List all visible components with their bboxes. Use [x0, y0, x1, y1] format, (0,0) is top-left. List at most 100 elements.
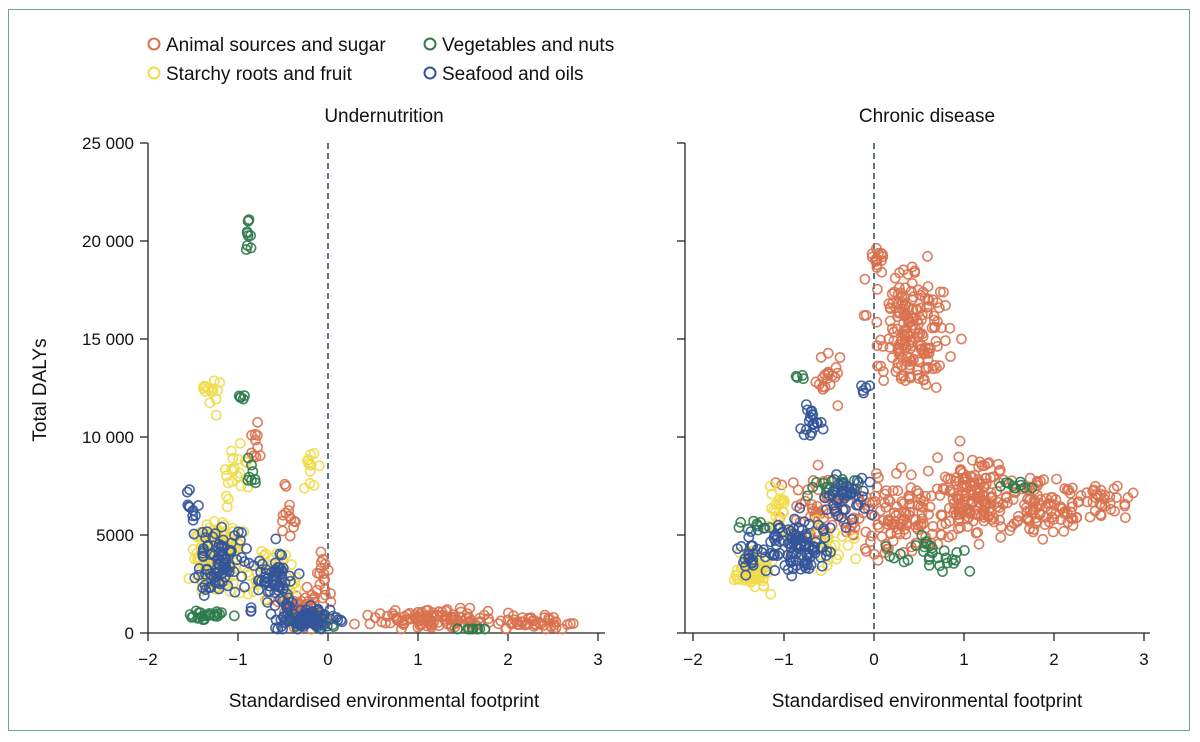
- scatter-point: [319, 589, 331, 601]
- x-tick-label: 3: [593, 650, 602, 669]
- scatter-point: [903, 509, 915, 521]
- scatter-point: [831, 469, 842, 480]
- scatter-point: [978, 509, 990, 521]
- scatter-point: [389, 605, 401, 616]
- scatter-point: [922, 250, 933, 262]
- legend-marker-animal: [147, 37, 161, 51]
- scatter-point: [315, 562, 327, 574]
- scatter-point: [943, 531, 954, 543]
- scatter-point: [964, 565, 976, 577]
- scatter-point: [315, 623, 327, 635]
- scatter-point: [916, 314, 927, 326]
- scatter-point: [482, 605, 494, 617]
- scatter-point: [199, 385, 211, 397]
- scatter-point: [892, 307, 904, 319]
- scatter-point: [749, 581, 761, 593]
- scatter-point: [889, 286, 900, 298]
- scatter-point: [821, 560, 833, 571]
- scatter-point: [877, 366, 889, 377]
- scatter-point: [237, 393, 249, 405]
- scatter-point: [740, 569, 752, 581]
- scatter-point: [567, 618, 579, 629]
- legend-label-vegetables: Vegetables and nuts: [442, 35, 614, 56]
- scatter-point: [426, 610, 438, 621]
- scatter-point: [243, 557, 255, 569]
- scatter-point: [945, 351, 956, 362]
- scatter-point: [820, 550, 832, 561]
- scatter-point: [262, 597, 273, 608]
- scatter-point: [937, 482, 949, 494]
- scatter-point: [877, 340, 889, 352]
- scatter-point: [201, 526, 213, 538]
- scatter-point: [940, 552, 952, 564]
- scatter-point: [912, 284, 924, 296]
- scatter-point: [500, 623, 512, 635]
- scatter-point: [961, 513, 973, 525]
- scatter-point: [961, 471, 972, 483]
- scatter-point: [874, 505, 886, 517]
- y-tick-label: 15 000: [82, 330, 134, 349]
- scatter-point: [896, 496, 908, 508]
- scatter-point: [246, 459, 257, 471]
- scatter-point: [774, 494, 785, 506]
- scatter-point: [1058, 507, 1070, 519]
- y-tick-label: 0: [125, 624, 134, 643]
- scatter-point: [948, 487, 960, 499]
- scatter-point: [806, 499, 817, 510]
- scatter-point: [785, 525, 797, 537]
- scatter-point: [562, 619, 573, 630]
- scatter-point: [985, 472, 996, 484]
- scatter-point: [778, 507, 790, 519]
- scatter-point: [906, 277, 918, 289]
- scatter-point: [1041, 493, 1052, 504]
- scatter-point: [953, 451, 965, 463]
- scatter-point: [1029, 495, 1040, 507]
- scatter-point: [768, 532, 780, 544]
- scatter-point: [972, 527, 983, 538]
- scatter-point: [226, 463, 238, 475]
- scatter-point: [223, 493, 234, 505]
- y-ticks: 0 5000 10 000 15 000 20 000 25 000: [82, 134, 148, 643]
- scatter-point: [193, 563, 205, 574]
- scatter-point: [276, 515, 288, 527]
- scatter-point: [929, 322, 940, 334]
- scatter-point: [216, 521, 228, 533]
- scatter-point: [871, 340, 883, 352]
- scatter-point: [838, 492, 850, 504]
- scatter-point: [304, 465, 316, 477]
- scatter-point: [891, 467, 902, 479]
- scatter-point: [311, 584, 323, 596]
- scatter-point: [466, 623, 478, 635]
- scatter-point: [798, 429, 810, 441]
- scatter-point: [735, 516, 747, 528]
- panel-undernutrition: −2 −1 0 1 2 3 0 5000 10 000 15 000 20 00…: [82, 134, 605, 669]
- scatter-point: [229, 586, 241, 598]
- scatter-point: [276, 549, 287, 561]
- scatter-point: [902, 312, 914, 324]
- scatter-point: [906, 340, 917, 352]
- scatter-point: [910, 540, 922, 551]
- scatter-point: [197, 527, 208, 538]
- scatter-point: [765, 588, 777, 600]
- x-tick-label: 0: [869, 650, 878, 669]
- scatter-point: [332, 614, 344, 626]
- scatter-point: [817, 504, 829, 516]
- scatter-point: [272, 562, 284, 573]
- scatter-point: [269, 564, 281, 576]
- scatter-point: [225, 445, 237, 457]
- scatter-point: [926, 490, 937, 502]
- scatter-point: [1087, 485, 1099, 497]
- scatter-point: [265, 608, 277, 620]
- scatter-point: [769, 565, 781, 576]
- scatter-point: [495, 615, 507, 627]
- legend-label-starchy: Starchy roots and fruit: [166, 64, 353, 85]
- scatter-point: [915, 344, 927, 355]
- scatter-point: [859, 273, 871, 285]
- scatter-point: [988, 512, 999, 523]
- scatter-point: [887, 485, 899, 496]
- scatter-point: [789, 513, 800, 525]
- scatter-point: [220, 557, 231, 569]
- scatter-point: [823, 368, 834, 380]
- scatter-point: [249, 428, 261, 440]
- scatter-point: [983, 511, 994, 523]
